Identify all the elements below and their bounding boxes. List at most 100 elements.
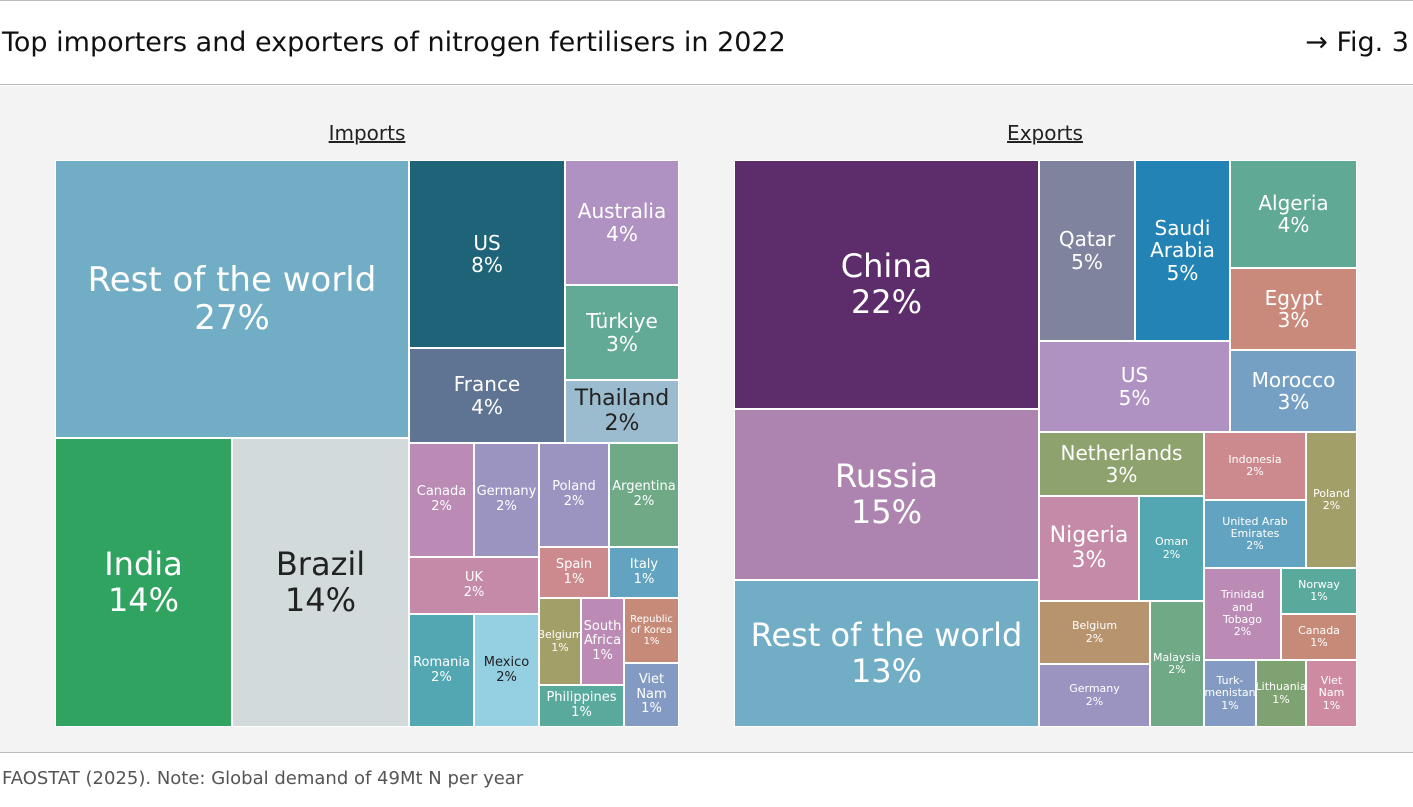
cell-label: Italy: [629, 556, 659, 572]
imports-cell-italy: Italy 1%: [609, 547, 679, 598]
imports-title: Imports: [328, 121, 406, 145]
cell-value: 3%: [1277, 308, 1310, 332]
imports-cell-south-africa: South Africa 1%: [581, 598, 624, 685]
imports-cell-germany: Germany 2%: [474, 443, 539, 557]
cell-value: 2%: [1162, 547, 1181, 561]
cell-value: 1%: [571, 705, 592, 720]
cell-value: 3%: [606, 331, 638, 356]
cell-value: 1%: [1310, 590, 1328, 603]
exports-cell-belgium: Belgium 2%: [1039, 601, 1150, 664]
imports-cell-spain: Spain 1%: [539, 547, 609, 598]
cell-value: 3%: [1105, 463, 1138, 487]
cell-value: 2%: [496, 669, 517, 685]
cell-value: 4%: [471, 394, 503, 419]
imports-cell-mexico: Mexico 2%: [474, 614, 539, 727]
cell-value: 2%: [1246, 465, 1264, 478]
figure-reference: → Fig. 3: [1305, 27, 1409, 58]
cell-value: 5%: [1071, 249, 1103, 274]
cell-value: 1%: [633, 571, 655, 587]
exports-cell-poland: Poland 2%: [1306, 432, 1357, 568]
cell-label: Thailand: [574, 385, 670, 411]
cell-value: 13%: [850, 651, 923, 690]
cell-label: Malaysia: [1152, 650, 1202, 664]
exports-cell-rest-of-the-world: Rest of the world 13%: [734, 580, 1039, 727]
cell-value: 2%: [463, 584, 485, 600]
cell-label: UK: [464, 569, 484, 585]
cell-value: 2%: [431, 669, 452, 685]
exports-cell-viet-nam: Viet Nam 1%: [1306, 660, 1357, 727]
cell-label: India: [104, 544, 183, 583]
imports-cell-thailand: Thailand 2%: [565, 380, 679, 443]
cell-value: 22%: [850, 282, 923, 321]
exports-cell-trinidad-and-tobago: Trinidad and Tobago 2%: [1204, 568, 1281, 660]
cell-label: Argentina: [612, 479, 676, 495]
imports-cell-india: India 14%: [55, 438, 232, 727]
cell-label: Philippines: [546, 690, 617, 706]
imports-cell-us: US 8%: [409, 160, 565, 348]
exports-cell-germany: Germany 2%: [1039, 664, 1150, 727]
cell-label: Belgium: [539, 628, 581, 642]
cell-label: Trinidad and Tobago: [1220, 588, 1265, 626]
cell-label: France: [453, 372, 521, 397]
cell-label: Turk- menistan: [1204, 674, 1256, 700]
exports-cell-united-arab-emirates: United Arab Emirates 2%: [1204, 500, 1306, 568]
exports-cell-russia: Russia 15%: [734, 409, 1039, 580]
cell-label: Qatar: [1058, 227, 1116, 252]
cell-label: Germany: [476, 484, 537, 500]
cell-value: 14%: [284, 580, 357, 619]
cell-label: Netherlands: [1060, 440, 1183, 465]
cell-label: US: [473, 230, 501, 255]
cell-label: Australia: [577, 199, 667, 224]
cell-value: 2%: [604, 410, 640, 436]
cell-label: Nigeria: [1049, 522, 1129, 548]
exports-cell-egypt: Egypt 3%: [1230, 268, 1357, 350]
cell-value: 1%: [592, 647, 613, 663]
exports-cell-nigeria: Nigeria 3%: [1039, 496, 1139, 601]
cell-label: Saudi Arabia: [1150, 215, 1215, 263]
imports-cell-uk: UK 2%: [409, 557, 539, 614]
cell-label: Algeria: [1258, 190, 1329, 215]
cell-label: Viet Nam: [636, 672, 667, 702]
cell-label: Romania: [413, 654, 470, 670]
imports-cell-argentina: Argentina 2%: [609, 443, 679, 547]
cell-value: 2%: [1322, 499, 1341, 512]
cell-label: Canada: [1298, 623, 1340, 637]
cell-label: Rest of the world: [87, 259, 377, 300]
chart-title: Top importers and exporters of nitrogen …: [2, 27, 786, 58]
cell-value: 27%: [194, 298, 270, 338]
cell-value: 1%: [641, 701, 662, 717]
cell-value: 2%: [1233, 625, 1252, 639]
cell-value: 5%: [1118, 385, 1151, 410]
imports-cell-canada: Canada 2%: [409, 443, 474, 557]
imports-cell-republic-of-korea: Republic of Korea 1%: [624, 598, 679, 663]
cell-label: Brazil: [275, 544, 366, 583]
exports-cell-turk--menistan: Turk- menistan 1%: [1204, 660, 1256, 727]
cell-label: Oman: [1154, 535, 1189, 549]
cell-label: United Arab Emirates: [1222, 514, 1288, 540]
imports-cell-brazil: Brazil 14%: [232, 438, 409, 727]
cell-label: Mexico: [483, 654, 530, 670]
cell-value: 2%: [633, 494, 655, 509]
imports-cell-france: France 4%: [409, 348, 565, 443]
cell-value: 2%: [496, 499, 517, 514]
cell-label: Norway: [1298, 577, 1340, 591]
cell-value: 2%: [1085, 631, 1104, 645]
cell-label: China: [840, 246, 933, 285]
imports-cell-philippines: Philippines 1%: [539, 685, 624, 727]
imports-cell-türkiye: Türkiye 3%: [565, 285, 679, 380]
cell-value: 2%: [431, 499, 452, 514]
cell-label: South Africa: [583, 618, 622, 649]
cell-value: 1%: [563, 571, 585, 587]
cell-label: Belgium: [1071, 619, 1118, 633]
exports-cell-us: US 5%: [1039, 341, 1230, 432]
cell-label: Türkiye: [586, 309, 658, 334]
exports-cell-lithuania: Lithuania 1%: [1256, 660, 1306, 727]
header: Top importers and exporters of nitrogen …: [0, 0, 1413, 85]
cell-label: US: [1120, 363, 1149, 388]
cell-label: Spain: [555, 556, 593, 572]
exports-cell-morocco: Morocco 3%: [1230, 350, 1357, 432]
exports-cell-algeria: Algeria 4%: [1230, 160, 1357, 268]
cell-value: 2%: [1246, 539, 1264, 553]
cell-value: 15%: [850, 492, 923, 531]
exports-cell-indonesia: Indonesia 2%: [1204, 432, 1306, 500]
